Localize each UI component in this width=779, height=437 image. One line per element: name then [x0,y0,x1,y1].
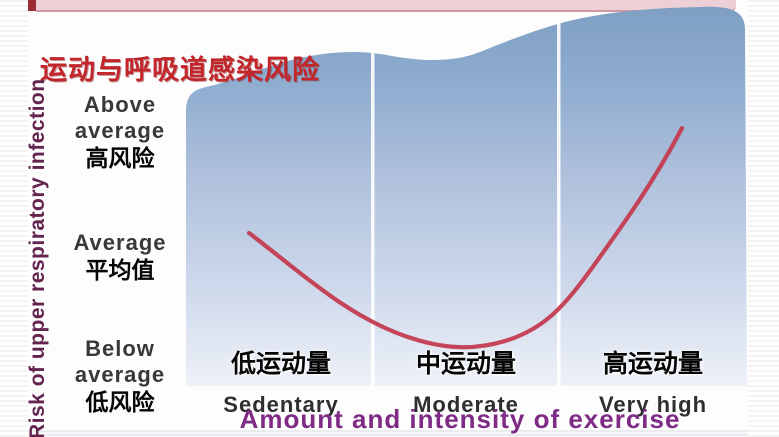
x-tick-text-en: Sedentary [223,392,339,417]
top-accent-bar [36,0,736,12]
left-edge-stripe [0,0,28,437]
chart-title: 运动与呼吸道感染风险 [40,55,320,85]
y-axis-label: Risk of upper respiratory infection [26,78,49,437]
y-tick-text-zh: 高风险 [85,145,155,171]
top-bar-left-cap [28,0,37,11]
x-tick-text-en: Very high [598,392,708,417]
x-tick-text-zh: 高运动量 [602,350,703,378]
gridline-sedentary-moderate [371,6,375,386]
bottom-edge-stripe [28,430,748,437]
right-edge-stripe [748,0,779,437]
x-tick-text-en: Moderate [413,392,519,417]
y-tick-above-average: Above average 高风险 [52,92,188,172]
y-tick-text: Above [83,92,157,117]
y-tick-text-zh: 平均值 [85,257,155,283]
x-tick-text-zh: 低运动量 [230,350,331,378]
risk-j-curve [246,125,685,350]
y-tick-text: Average [73,230,167,255]
y-tick-text: average [74,362,166,387]
x-tick-text-zh: 中运动量 [415,350,516,378]
y-tick-text-zh: 低风险 [85,389,155,415]
x-tick-moderate: 中运动量 Moderate [376,346,556,420]
gridline-moderate-veryhigh [557,6,561,386]
y-tick-text: Below [85,336,155,361]
y-tick-text: average [74,118,166,143]
x-tick-very-high: 高运动量 Very high [563,346,743,420]
x-tick-sedentary: 低运动量 Sedentary [191,346,371,420]
y-tick-average: Average 平均值 [52,230,188,284]
y-tick-below-average: Below average 低风险 [52,336,188,416]
x-axis-label: Amount and intensity of exercise [239,404,681,434]
